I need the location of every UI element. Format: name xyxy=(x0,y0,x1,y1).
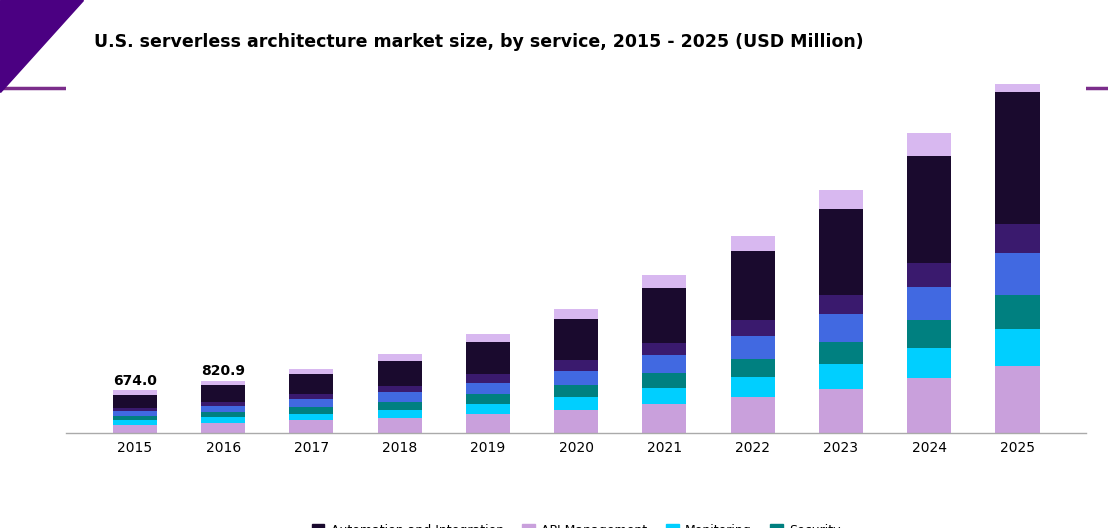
Bar xyxy=(465,342,510,374)
Bar xyxy=(378,361,422,386)
Text: 820.9: 820.9 xyxy=(202,364,245,379)
Bar xyxy=(730,336,774,359)
Bar xyxy=(201,402,245,406)
Bar xyxy=(907,379,952,433)
Bar xyxy=(201,412,245,418)
Bar xyxy=(554,309,598,318)
Bar xyxy=(819,364,863,389)
Bar xyxy=(643,373,687,388)
Bar xyxy=(730,377,774,397)
Bar xyxy=(554,397,598,410)
Bar xyxy=(907,263,952,287)
Bar xyxy=(907,287,952,320)
Bar xyxy=(378,386,422,392)
Polygon shape xyxy=(0,0,83,92)
Bar xyxy=(643,388,687,404)
Bar xyxy=(289,413,334,420)
Bar xyxy=(643,355,687,373)
Bar xyxy=(819,295,863,314)
Bar xyxy=(554,371,598,385)
Bar xyxy=(819,190,863,209)
Bar xyxy=(995,92,1039,223)
Bar xyxy=(907,348,952,379)
Bar xyxy=(113,408,157,411)
Bar xyxy=(730,397,774,433)
Bar xyxy=(643,275,687,288)
Bar xyxy=(113,390,157,395)
Bar xyxy=(819,209,863,295)
Bar xyxy=(113,411,157,416)
Text: 674.0: 674.0 xyxy=(113,374,157,388)
Bar xyxy=(378,402,422,410)
Bar xyxy=(289,399,334,407)
Bar xyxy=(907,133,952,156)
Bar xyxy=(907,156,952,263)
Bar xyxy=(643,288,687,343)
Bar xyxy=(643,343,687,355)
Bar xyxy=(730,236,774,251)
Bar xyxy=(554,361,598,371)
Bar xyxy=(201,423,245,433)
Bar xyxy=(201,418,245,423)
Bar xyxy=(201,385,245,402)
Bar xyxy=(465,374,510,383)
Bar xyxy=(465,414,510,433)
Bar xyxy=(554,318,598,361)
Bar xyxy=(289,407,334,413)
Bar xyxy=(819,342,863,364)
Bar xyxy=(907,320,952,348)
Bar xyxy=(113,395,157,408)
Bar xyxy=(554,410,598,433)
Bar xyxy=(995,366,1039,433)
Bar xyxy=(201,406,245,412)
Bar xyxy=(819,314,863,342)
Bar xyxy=(995,329,1039,366)
Bar xyxy=(378,418,422,433)
Bar xyxy=(113,420,157,425)
Bar xyxy=(465,394,510,404)
Bar xyxy=(378,410,422,418)
Bar xyxy=(643,404,687,433)
Bar xyxy=(289,374,334,394)
Bar xyxy=(289,420,334,433)
Bar xyxy=(995,253,1039,295)
Bar xyxy=(113,425,157,433)
Bar xyxy=(113,416,157,420)
Bar xyxy=(995,295,1039,329)
Bar xyxy=(378,354,422,361)
Bar xyxy=(730,359,774,377)
Text: U.S. serverless architecture market size, by service, 2015 - 2025 (USD Million): U.S. serverless architecture market size… xyxy=(94,33,864,51)
Bar xyxy=(465,383,510,394)
Bar xyxy=(819,389,863,433)
Bar xyxy=(730,320,774,336)
Bar xyxy=(465,334,510,342)
Bar xyxy=(554,385,598,397)
Bar xyxy=(201,381,245,385)
Bar xyxy=(730,251,774,320)
Bar xyxy=(289,394,334,399)
Bar xyxy=(378,392,422,402)
Bar xyxy=(995,223,1039,253)
Bar xyxy=(289,369,334,374)
Bar xyxy=(995,63,1039,92)
Bar xyxy=(465,404,510,414)
